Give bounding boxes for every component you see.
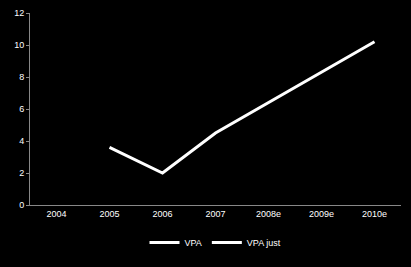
svg-text:0: 0 <box>19 200 24 210</box>
svg-text:2007: 2007 <box>205 209 225 219</box>
svg-text:10: 10 <box>14 40 24 50</box>
svg-text:12: 12 <box>14 8 24 18</box>
svg-text:6: 6 <box>19 104 24 114</box>
svg-text:VPA just: VPA just <box>247 238 281 248</box>
svg-text:VPA: VPA <box>185 238 202 248</box>
svg-text:2004: 2004 <box>46 209 66 219</box>
svg-text:2005: 2005 <box>99 209 119 219</box>
svg-text:2008e: 2008e <box>256 209 281 219</box>
svg-text:4: 4 <box>19 136 24 146</box>
svg-text:8: 8 <box>19 72 24 82</box>
svg-text:2010e: 2010e <box>362 209 387 219</box>
svg-text:2006: 2006 <box>152 209 172 219</box>
svg-text:2: 2 <box>19 168 24 178</box>
svg-text:2009e: 2009e <box>309 209 334 219</box>
